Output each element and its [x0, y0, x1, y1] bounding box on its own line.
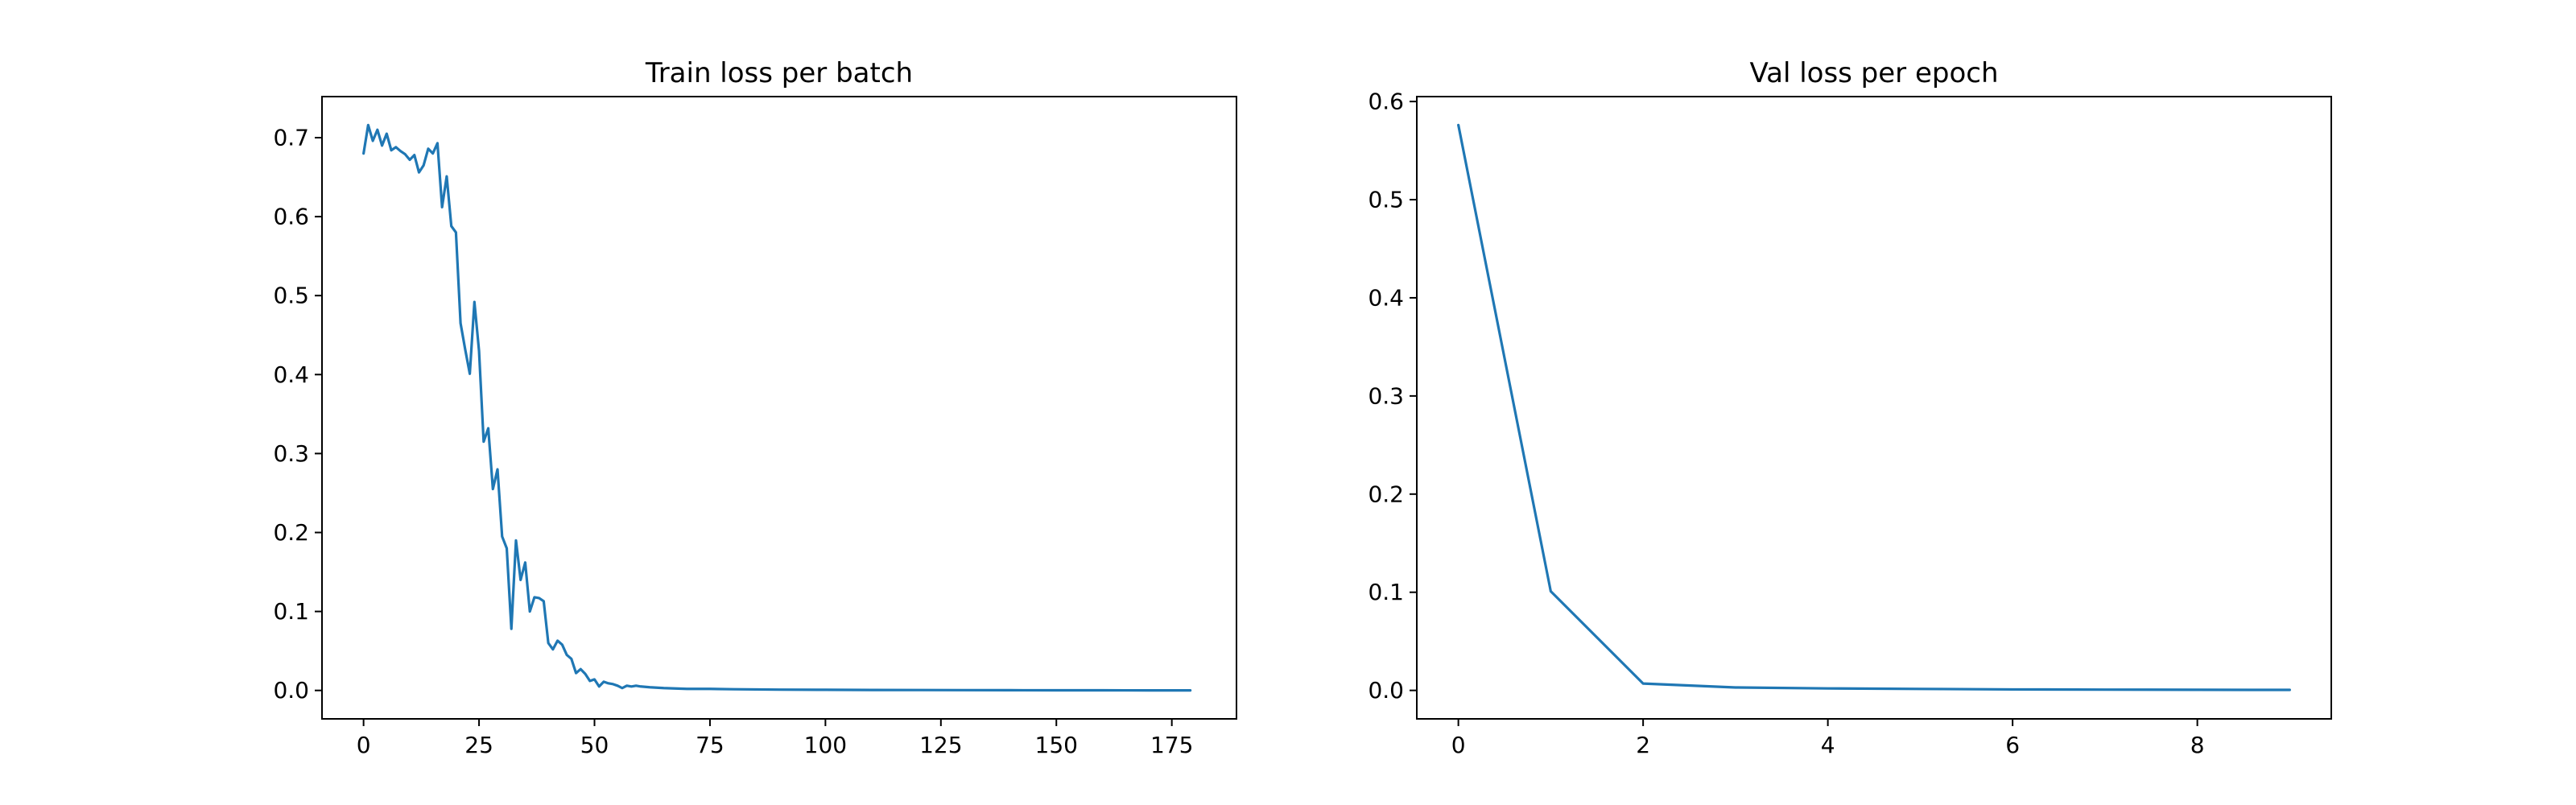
axes-frame: [321, 96, 1237, 720]
x-tick-label: 125: [919, 732, 962, 758]
y-tick-label: 0.5: [1368, 187, 1404, 213]
y-axis-ticks: 0.0 0.1 0.2 0.3 0.4 0.5 0.6: [1368, 89, 1417, 704]
x-tick-label: 6: [2005, 732, 2020, 758]
y-tick-label: 0.3: [1368, 382, 1404, 409]
y-axis-ticks: 0.0 0.1 0.2 0.3 0.4 0.5 0.6 0.7: [273, 125, 322, 704]
x-tick-label: 0: [1451, 732, 1466, 758]
series-line: [1457, 123, 2291, 691]
x-tick-label: 50: [580, 732, 609, 758]
y-tick-label: 0.2: [1368, 481, 1404, 507]
y-tick-label: 0.2: [273, 519, 309, 546]
y-tick-label: 0.6: [1368, 89, 1404, 115]
x-tick-label: 150: [1035, 732, 1078, 758]
series-group: [362, 123, 1192, 692]
y-tick-label: 0.3: [273, 440, 309, 467]
y-tick-label: 0.5: [273, 283, 309, 309]
chart-title: Val loss per epoch: [1749, 57, 1998, 89]
y-tick-label: 0.0: [1368, 677, 1404, 704]
chart-title: Train loss per batch: [645, 57, 913, 89]
val-loss-chart: Val loss per epoch 0.0 0.1 0.2 0.3 0.4 0.5 0.6…: [1368, 57, 2332, 758]
x-tick-label: 2: [1636, 732, 1650, 758]
y-tick-label: 0.4: [273, 361, 309, 388]
x-tick-label: 100: [804, 732, 847, 758]
x-tick-label: 25: [464, 732, 493, 758]
series-group: [1457, 123, 2291, 691]
y-tick-label: 0.6: [273, 204, 309, 230]
y-tick-label: 0.1: [273, 598, 309, 625]
series-line: [362, 123, 1192, 692]
x-tick-label: 175: [1150, 732, 1193, 758]
y-tick-label: 0.7: [273, 125, 309, 151]
y-tick-label: 0.1: [1368, 579, 1404, 605]
x-axis-ticks: 0 2 4 6 8: [1451, 719, 2205, 758]
train-loss-chart: Train loss per batch 0.00.10.20.30.40.50…: [273, 57, 1237, 758]
y-tick-label: 0.4: [1368, 284, 1404, 311]
x-tick-label: 4: [1821, 732, 1835, 758]
axes-frame: [1416, 96, 2332, 720]
x-tick-label: 75: [696, 732, 724, 758]
x-tick-label: 0: [357, 732, 371, 758]
x-axis-ticks: 0 25 50 75 100 125 150 175: [357, 719, 1193, 758]
y-tick-label: 0.0: [273, 677, 309, 704]
x-tick-label: 8: [2190, 732, 2205, 758]
